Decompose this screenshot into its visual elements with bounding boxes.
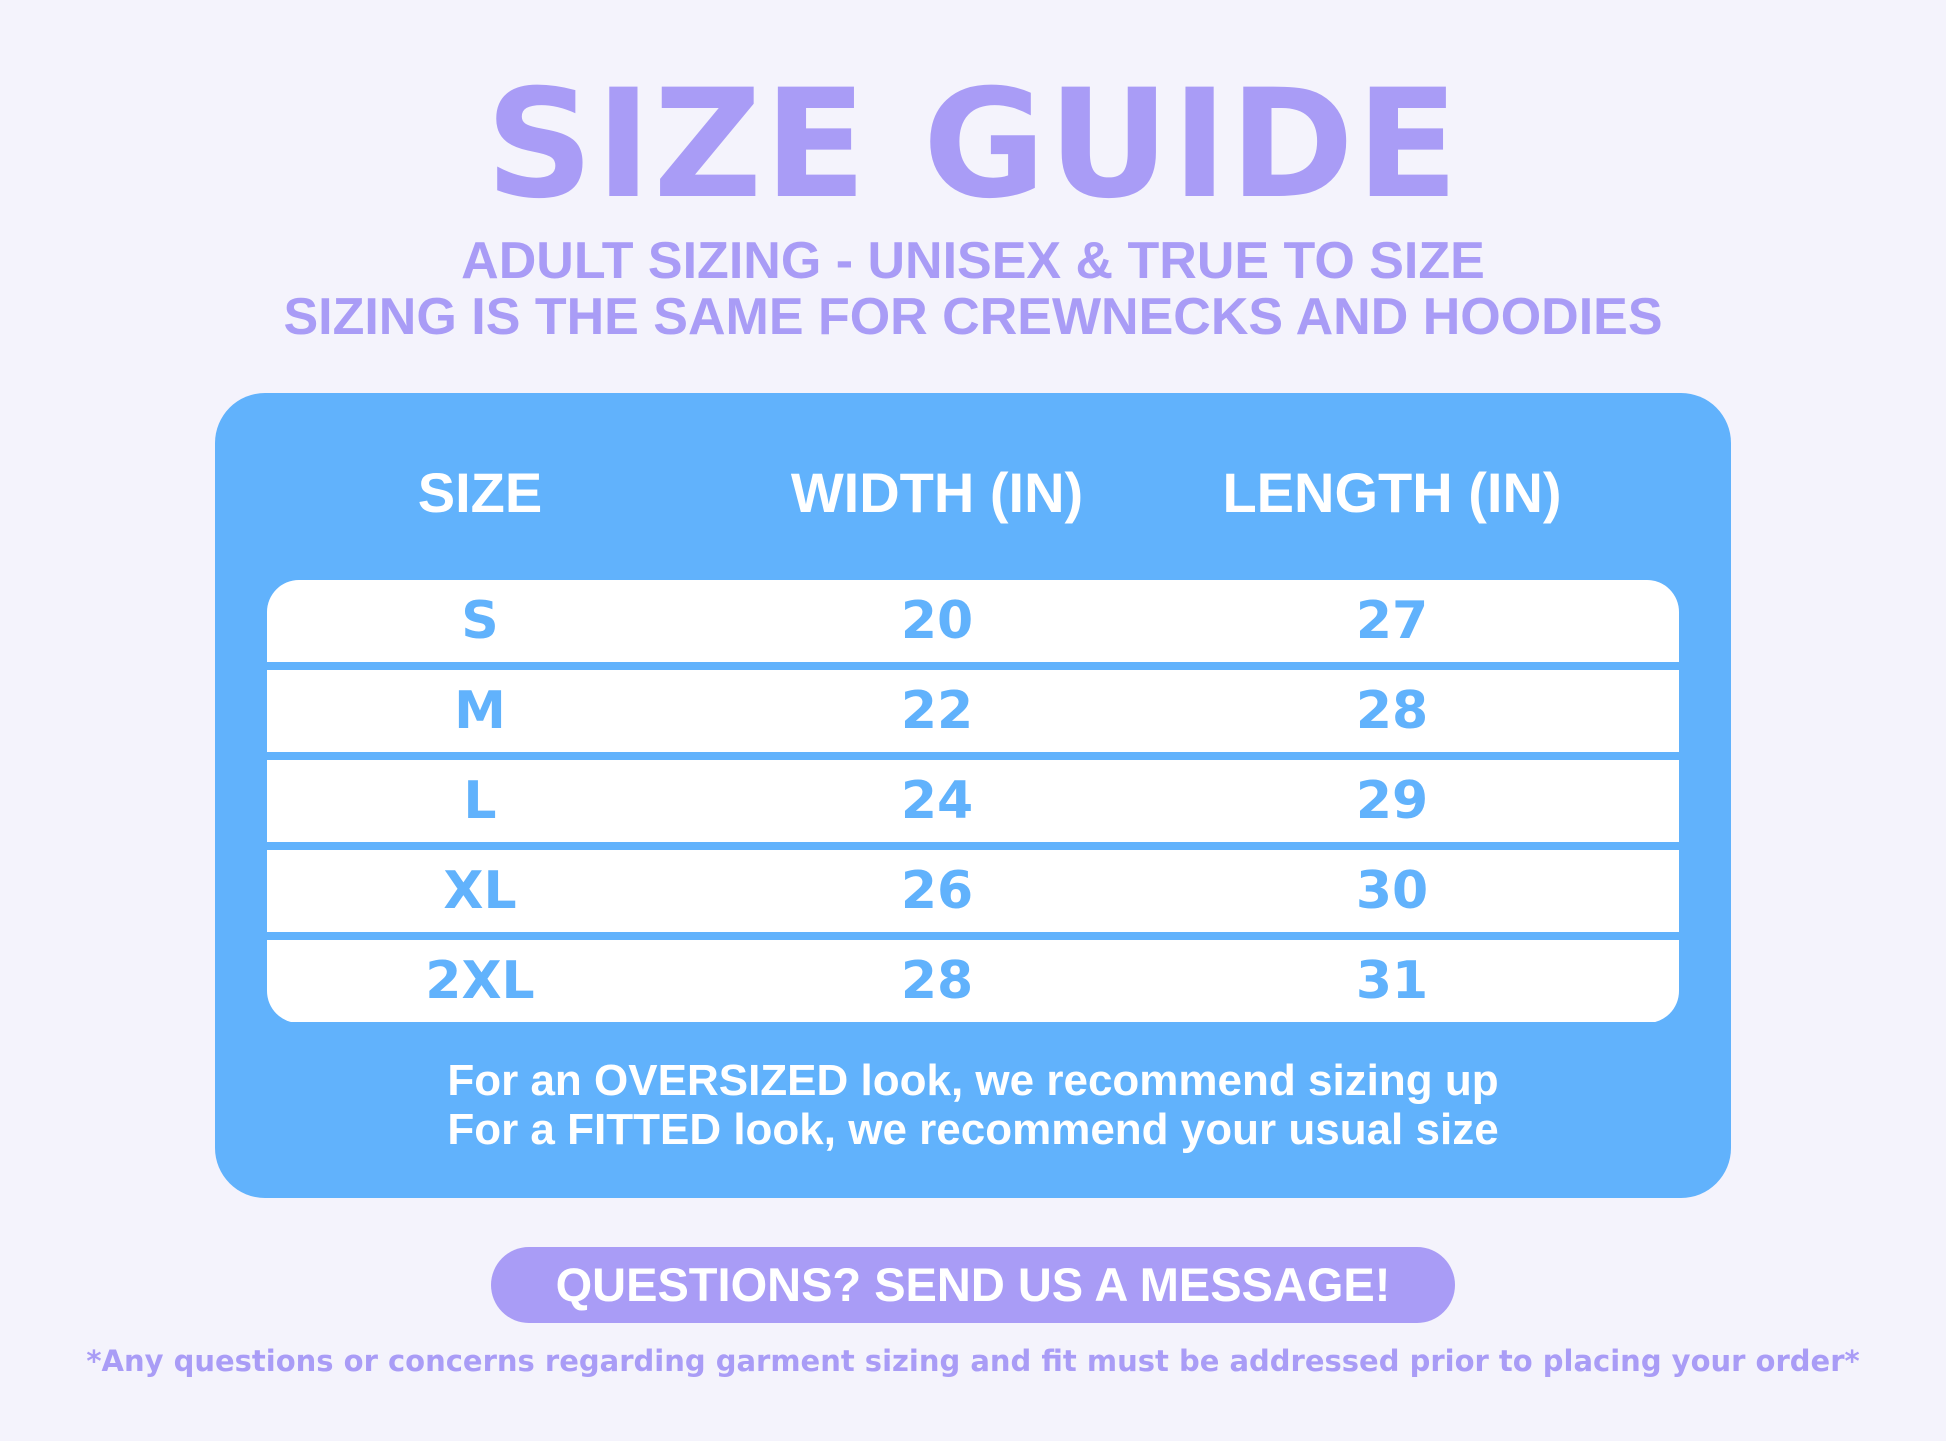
note-fitted: For a FITTED look, we recommend your usu…	[447, 1105, 1499, 1154]
size-cell: 2XL	[425, 951, 535, 1011]
length-cell: 30	[1355, 861, 1429, 921]
subtitle-line-1: ADULT SIZING - UNISEX & TRUE TO SIZE	[461, 232, 1485, 290]
table-row: XL 26 30	[267, 850, 1679, 932]
length-cell: 28	[1355, 681, 1429, 741]
subtitle-line-2: SIZING IS THE SAME FOR CREWNECKS AND HOO…	[283, 288, 1663, 346]
table-row: S 20 27	[267, 580, 1679, 662]
width-cell: 22	[900, 681, 974, 741]
note-oversized: For an OVERSIZED look, we recommend sizi…	[447, 1056, 1499, 1105]
size-cell: M	[454, 681, 506, 741]
width-cell: 24	[900, 771, 974, 831]
send-message-button[interactable]: QUESTIONS? SEND US A MESSAGE!	[491, 1247, 1455, 1323]
table-row: M 22 28	[267, 670, 1679, 752]
length-cell: 27	[1355, 591, 1429, 651]
length-cell: 29	[1355, 771, 1429, 831]
header-width: WIDTH (IN)	[790, 461, 1084, 524]
size-cell: S	[461, 591, 499, 651]
header-length: LENGTH (IN)	[1222, 461, 1562, 524]
table-row: 2XL 28 31	[267, 940, 1679, 1022]
header-size: SIZE	[417, 461, 543, 524]
width-cell: 26	[900, 861, 974, 921]
length-cell: 31	[1355, 951, 1429, 1011]
width-cell: 20	[900, 591, 974, 651]
table-row: L 24 29	[267, 760, 1679, 842]
size-cell: L	[463, 771, 497, 831]
page-title: SIZE GUIDE	[485, 58, 1461, 232]
disclaimer: *Any questions or concerns regarding gar…	[86, 1344, 1860, 1378]
size-table: S 20 27 M 22 28 L 24 29 XL 26 30 2XL 28 31	[267, 580, 1679, 1023]
width-cell: 28	[900, 951, 974, 1011]
size-cell: XL	[443, 861, 517, 921]
